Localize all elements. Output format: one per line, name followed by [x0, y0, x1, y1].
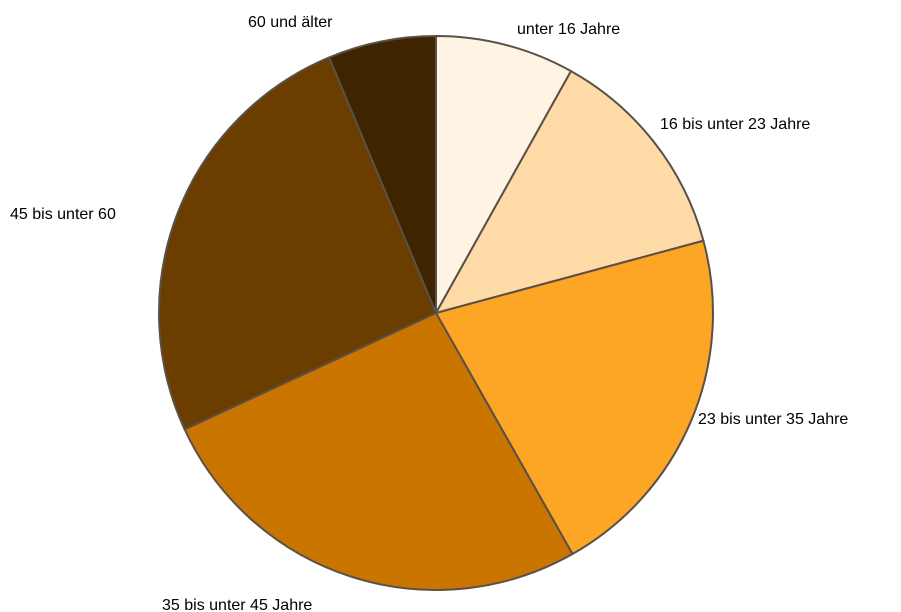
pie-slices	[158, 35, 714, 591]
slice-label-35-45: 35 bis unter 45 Jahre	[162, 597, 312, 612]
pie-slice-4	[158, 56, 437, 431]
pie-slice-5	[328, 35, 437, 314]
pie-labels: unter 16 Jahre 16 bis unter 23 Jahre 23 …	[10, 14, 848, 612]
pie-slice-0	[435, 35, 572, 314]
slice-label-45-60: 45 bis unter 60	[10, 206, 116, 223]
slice-label-60-plus: 60 und älter	[248, 14, 333, 31]
pie-slice-1	[435, 70, 705, 314]
slice-label-unter-16: unter 16 Jahre	[517, 21, 620, 38]
pie-slice-2	[435, 239, 714, 556]
slice-label-23-35: 23 bis unter 35 Jahre	[698, 411, 848, 428]
slice-label-16-23: 16 bis unter 23 Jahre	[660, 116, 810, 133]
pie-slice-3	[183, 312, 574, 591]
